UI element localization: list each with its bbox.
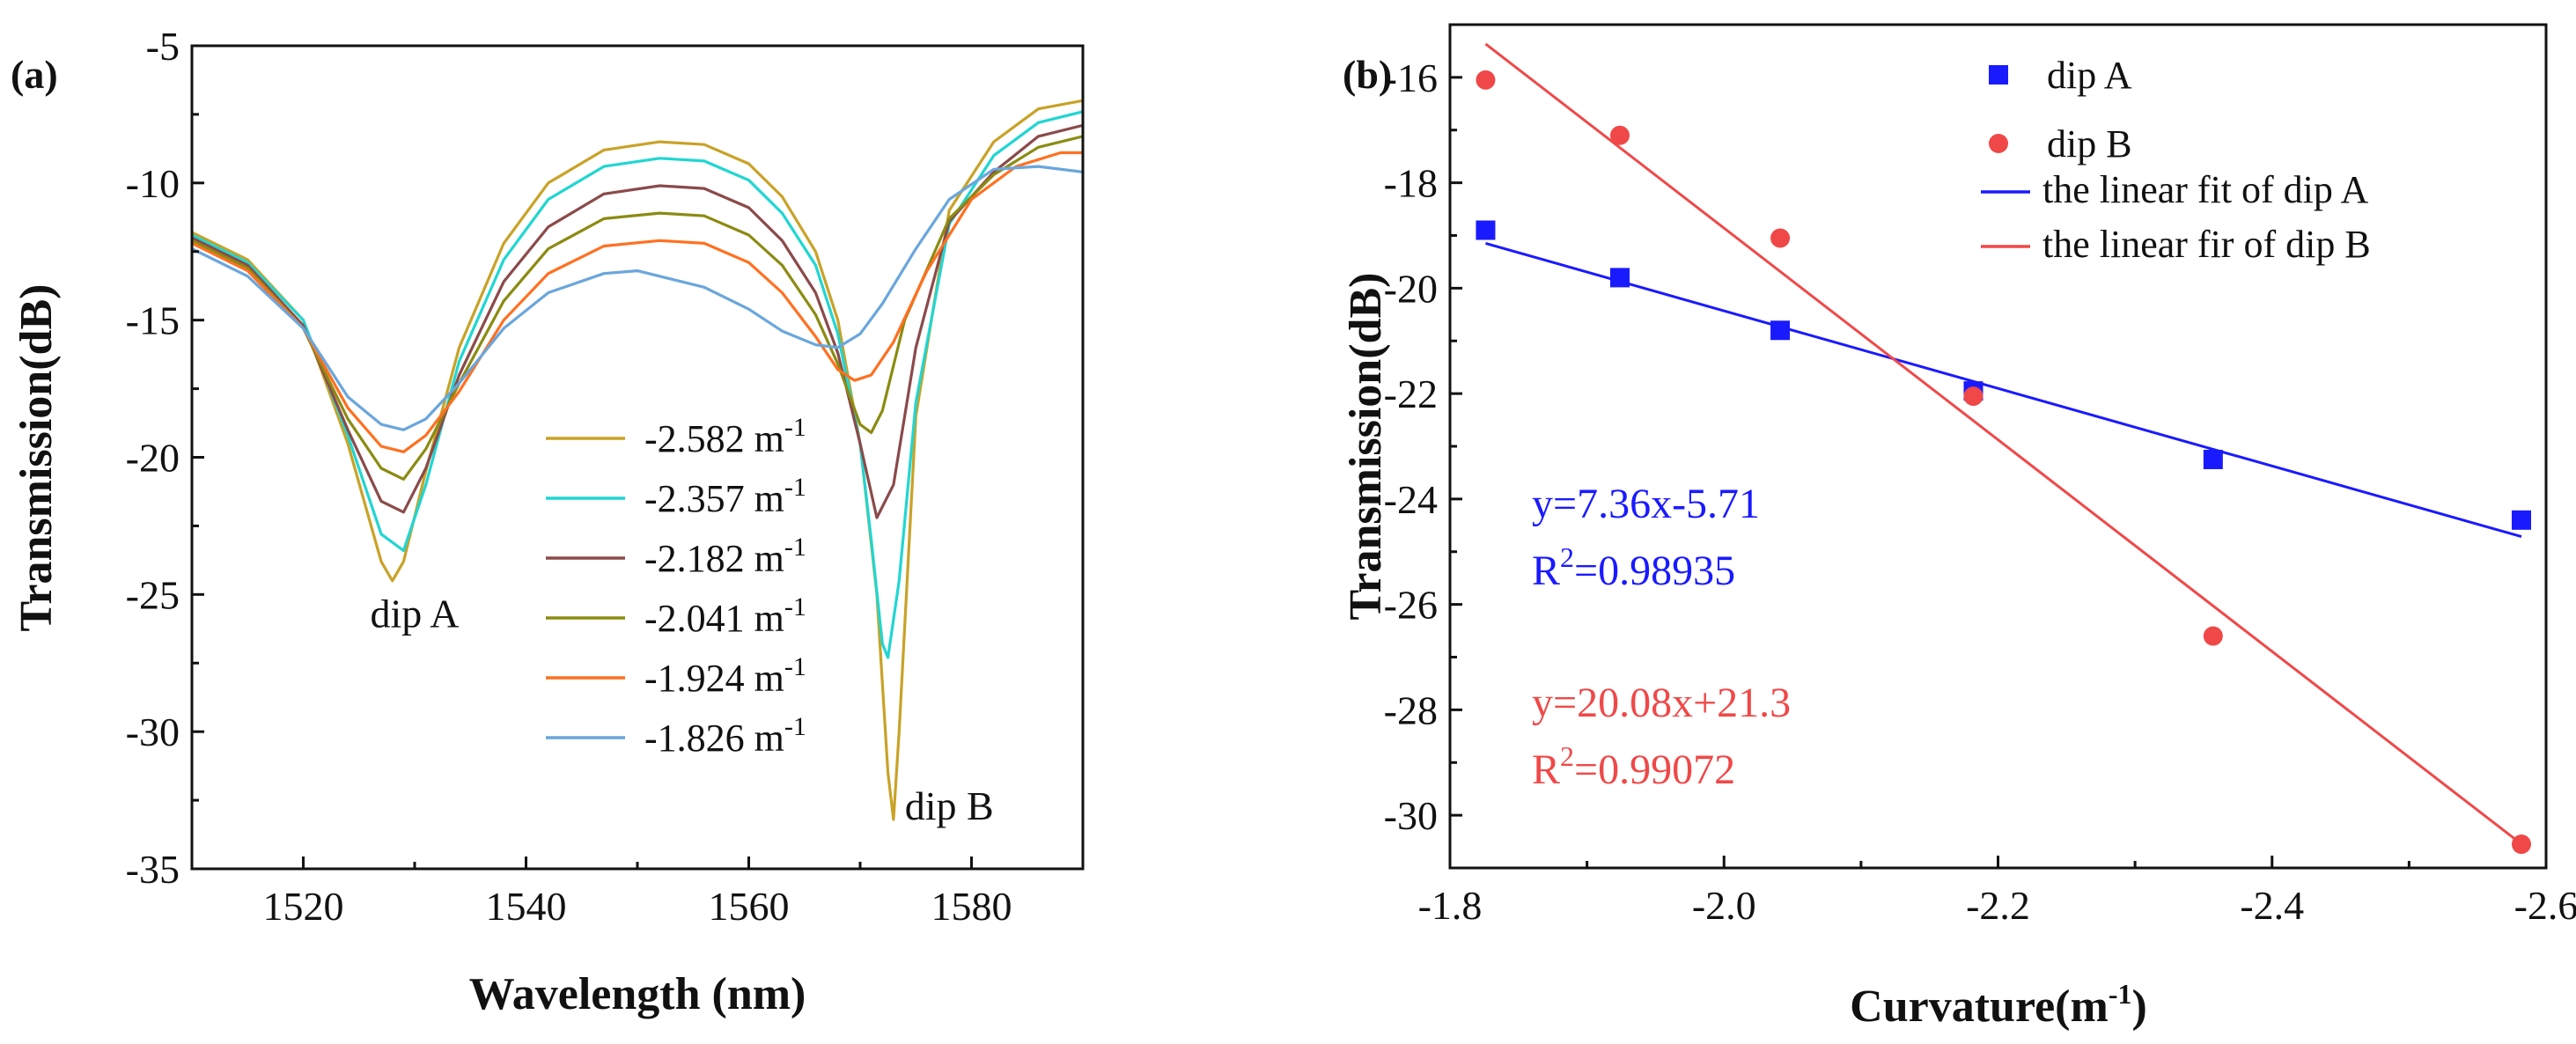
x-tick-label-1580: 1580: [931, 884, 1012, 929]
x-tick-label-1540: 1540: [486, 884, 567, 929]
panel-a-label: (a): [11, 52, 58, 97]
panel-b-points: [1476, 70, 2531, 855]
y-tick-label--28: -28: [1384, 687, 1438, 732]
panel-b-x-axis-label: Curvature(m-1): [1850, 978, 2147, 1032]
point-dip-a-5: [2511, 510, 2531, 530]
x-tick-label-3: -2.4: [2240, 883, 2304, 928]
equation-0: y=7.36x-5.71: [1532, 481, 1760, 527]
x-tick-label-1560: 1560: [709, 884, 790, 929]
legend-label-2: -2.182 m-1: [644, 533, 806, 580]
legend-fit-label-1: the linear fir of dip B: [2042, 223, 2371, 266]
x-tick-label-1520: 1520: [263, 884, 344, 929]
y-tick-label--35: -35: [126, 847, 180, 892]
series-line-2: [192, 123, 1083, 519]
x-tick-label-4: -2.6: [2514, 883, 2576, 928]
legend-marker-dip-a: [1989, 65, 2008, 85]
point-dip-b-0: [1476, 70, 1496, 90]
panel-a: (a) 1520 1540 1560 1580 -35 -30 -25 -20 -15 -10 -5…: [11, 24, 1085, 1019]
fit-line-0: [1485, 241, 2522, 539]
panel-a-series: [192, 99, 1083, 821]
y-tick-label--30: -30: [1384, 793, 1438, 838]
panel-b-ticks: -1.8 -2.0 -2.2 -2.4 -2.6 -30 -28 -26 -24 -22 -20 -1…: [1384, 23, 2576, 928]
y-tick-label--24: -24: [1384, 477, 1438, 522]
fit-line-1: [1484, 42, 2522, 846]
point-dip-a-2: [1770, 320, 1791, 341]
y-tick-label--20: -20: [126, 436, 180, 481]
panel-b-y-axis-label: Transmission(dB): [1341, 273, 1391, 621]
y-tick-label--18: -18: [1384, 161, 1438, 206]
y-tick-label--10: -10: [126, 161, 180, 206]
panel-b-label: (b): [1343, 52, 1392, 97]
series-line-5: [192, 165, 1083, 431]
r-squared-1: R2=0.99072: [1532, 740, 1735, 793]
x-tick-label-0: -1.8: [1418, 883, 1483, 928]
legend-marker-dip-b: [1989, 134, 2008, 153]
point-dip-b-2: [1770, 228, 1791, 248]
legend-label-4: -1.924 m-1: [644, 652, 806, 700]
panel-a-x-axis-label: Wavelength (nm): [469, 969, 806, 1019]
panel-b-fit-lines: [1484, 42, 2522, 846]
legend-label-dip-b: dip B: [2047, 122, 2132, 165]
y-tick-label--25: -25: [126, 572, 180, 617]
panel-b: (b) -1.8 -2.0 -2.2 -2.4 -2.6-30-28-26-24-22-…: [1341, 23, 2576, 1032]
legend-fit-label-0: the linear fit of dip A: [2042, 168, 2368, 211]
point-dip-b-1: [1609, 125, 1630, 145]
y-tick-label--20: -20: [1384, 266, 1438, 311]
y-tick-label--26: -26: [1384, 583, 1438, 628]
series-line-1: [192, 110, 1083, 659]
panel-a-ticks: 1520 1540 1560 1580 -35 -30 -25 -20 -15 -10 -5: [126, 24, 1085, 929]
y-tick-label--22: -22: [1384, 371, 1438, 416]
equation-1: y=20.08x+21.3: [1532, 680, 1791, 726]
series-line-4: [192, 151, 1083, 453]
series-line-0: [192, 99, 1083, 821]
legend-label-3: -2.041 m-1: [644, 592, 806, 640]
legend-label-0: -2.582 m-1: [644, 413, 806, 460]
y-tick-label--15: -15: [126, 298, 180, 343]
point-dip-a-0: [1476, 220, 1496, 240]
x-tick-label-1: -2.0: [1692, 883, 1756, 928]
y-tick-label--30: -30: [126, 709, 180, 754]
point-dip-b-3: [1963, 386, 1984, 407]
panel-a-legend: -2.582 m-1 -2.357 m-1 -2.182 m-1 -2.041 m-1…: [546, 413, 806, 760]
annotation-0: dip A: [371, 592, 460, 636]
panel-a-annotations: dip A dip B: [371, 592, 994, 828]
y-tick-label--16: -16: [1384, 55, 1438, 100]
panel-b-equations: y=7.36x-5.71 R2=0.98935 y=20.08x+21.3 R2=0.…: [1532, 481, 1791, 793]
annotation-1: dip B: [905, 783, 994, 828]
panel-a-y-axis-label: Transmission(dB): [11, 284, 62, 632]
point-dip-b-4: [2203, 626, 2223, 646]
r-squared-0: R2=0.98935: [1532, 541, 1735, 594]
legend-label-dip-a: dip A: [2047, 54, 2132, 97]
legend-label-5: -1.826 m-1: [644, 712, 806, 760]
panel-a-plot-frame: [190, 44, 1085, 871]
point-dip-a-4: [2203, 449, 2223, 469]
point-dip-b-5: [2511, 834, 2531, 855]
y-tick-label--5: -5: [146, 24, 180, 69]
x-tick-label-2: -2.2: [1966, 883, 2030, 928]
point-dip-a-1: [1609, 268, 1630, 288]
legend-label-1: -2.357 m-1: [644, 473, 806, 520]
